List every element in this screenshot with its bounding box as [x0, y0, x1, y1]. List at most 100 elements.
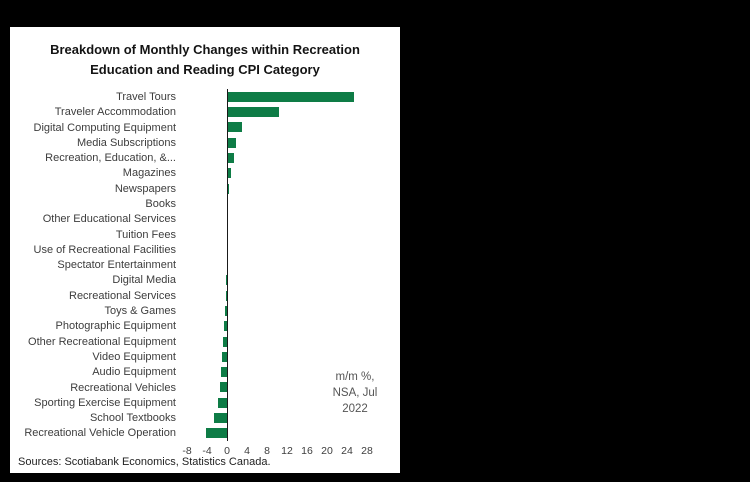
bar-track: [182, 411, 400, 426]
bar-row: School Textbooks: [10, 411, 400, 426]
x-axis-tick-label: 0: [224, 445, 230, 458]
bar-track: [182, 319, 400, 334]
x-axis-tick-label: 20: [321, 445, 333, 458]
category-label: Photographic Equipment: [55, 320, 176, 333]
chart-title: Breakdown of Monthly Changes within Recr…: [10, 40, 400, 80]
x-axis-tick-label: 16: [301, 445, 313, 458]
bar-track: [182, 89, 400, 104]
category-label: Recreational Vehicle Operation: [24, 427, 176, 440]
bar-row: Use of Recreational Facilities: [10, 242, 400, 257]
bar: [227, 107, 279, 118]
bar-track: [182, 334, 400, 349]
bar-row: Audio Equipment: [10, 365, 400, 380]
category-label: Traveler Accommodation: [54, 106, 176, 119]
category-label: Travel Tours: [116, 90, 176, 103]
bar-track: [182, 242, 400, 257]
bar-row: Media Subscriptions: [10, 135, 400, 150]
bar-track: [182, 120, 400, 135]
bar-track: [182, 365, 400, 380]
x-axis-tick-label: 4: [244, 445, 250, 458]
bar-row: Toys & Games: [10, 303, 400, 318]
chart-title-line-2: Education and Reading CPI Category: [90, 62, 320, 78]
annotation-line-1: m/m %,: [335, 371, 375, 383]
bar: [222, 351, 227, 362]
annotation-line-3: 2022: [342, 403, 368, 415]
category-label: Toys & Games: [104, 305, 176, 318]
x-axis-tick-label: 28: [361, 445, 373, 458]
bar: [218, 397, 227, 408]
bar: [225, 290, 227, 301]
bar-track: [182, 212, 400, 227]
bar: [221, 367, 227, 378]
x-axis-tick-label: 12: [281, 445, 293, 458]
zero-axis-line: [227, 89, 228, 442]
bar-row: Travel Tours: [10, 89, 400, 104]
bar-track: [182, 288, 400, 303]
bar: [222, 336, 227, 347]
bar-row: Traveler Accommodation: [10, 105, 400, 120]
bar-row: Other Educational Services: [10, 212, 400, 227]
category-label: Video Equipment: [92, 350, 176, 363]
annotation-line-2: NSA, Jul: [332, 387, 378, 399]
x-axis-tick-label: 8: [264, 445, 270, 458]
bar-track: [182, 258, 400, 273]
category-label: Sporting Exercise Equipment: [34, 396, 176, 409]
bar-track: [182, 273, 400, 288]
bar-row: Other Recreational Equipment: [10, 334, 400, 349]
bar-track: [182, 135, 400, 150]
bar-row: Video Equipment: [10, 349, 400, 364]
bar-row: Newspapers: [10, 181, 400, 196]
category-label: Media Subscriptions: [76, 136, 176, 149]
category-label: Digital Media: [112, 274, 176, 287]
bar-track: [182, 395, 400, 410]
category-label: Recreational Services: [69, 289, 176, 302]
chart-annotation: m/m %, NSA, Jul 2022: [320, 369, 390, 417]
bar-track: [182, 380, 400, 395]
bar-chart: Travel Tours Traveler Accommodation Digita…: [10, 89, 400, 442]
bar: [220, 382, 227, 393]
bar-track: [182, 105, 400, 120]
x-axis-tick-label: -8: [182, 445, 192, 458]
bar: [227, 122, 242, 133]
bar-track: [182, 181, 400, 196]
category-label: Other Educational Services: [42, 213, 176, 226]
x-axis-ticks: -8 -4 0 4 8 12 16 20 24 28: [182, 445, 400, 459]
bar-row: Digital Media: [10, 273, 400, 288]
category-label: Use of Recreational Facilities: [33, 243, 176, 256]
bar-row: Books: [10, 196, 400, 211]
bar-row: Recreational Services: [10, 288, 400, 303]
category-label: Recreation, Education, &...: [45, 152, 176, 165]
bar: [226, 275, 227, 286]
bar-track: [182, 166, 400, 181]
bar-track: [182, 349, 400, 364]
category-label: Other Recreational Equipment: [28, 335, 176, 348]
bar-row: Magazines: [10, 166, 400, 181]
bar-row: Photographic Equipment: [10, 319, 400, 334]
bar-row: Recreational Vehicles: [10, 380, 400, 395]
category-label: Digital Computing Equipment: [33, 121, 176, 134]
bar-row: Sporting Exercise Equipment: [10, 395, 400, 410]
bar: [227, 152, 234, 163]
category-label: Audio Equipment: [92, 366, 176, 379]
x-axis-tick-label: 24: [341, 445, 353, 458]
bar: [214, 413, 227, 424]
bar-row: Recreational Vehicle Operation: [10, 426, 400, 441]
bar: [206, 428, 227, 439]
bar: [227, 91, 354, 102]
bar-row: Spectator Entertainment: [10, 258, 400, 273]
bar-track: [182, 150, 400, 165]
sources-note: Sources: Scotiabank Economics, Statistic…: [18, 456, 271, 468]
category-label: Books: [145, 198, 176, 210]
bar-track: [182, 303, 400, 318]
bar: [224, 305, 227, 316]
category-label: Recreational Vehicles: [70, 381, 176, 394]
chart-panel: Breakdown of Monthly Changes within Recr…: [10, 27, 400, 473]
bar: [223, 321, 227, 332]
bar: [227, 137, 236, 148]
category-label: School Textbooks: [89, 412, 176, 425]
bar: [227, 168, 231, 179]
category-label: Newspapers: [114, 182, 176, 195]
x-axis-tick-label: -4: [202, 445, 212, 458]
category-label: Magazines: [122, 167, 176, 180]
